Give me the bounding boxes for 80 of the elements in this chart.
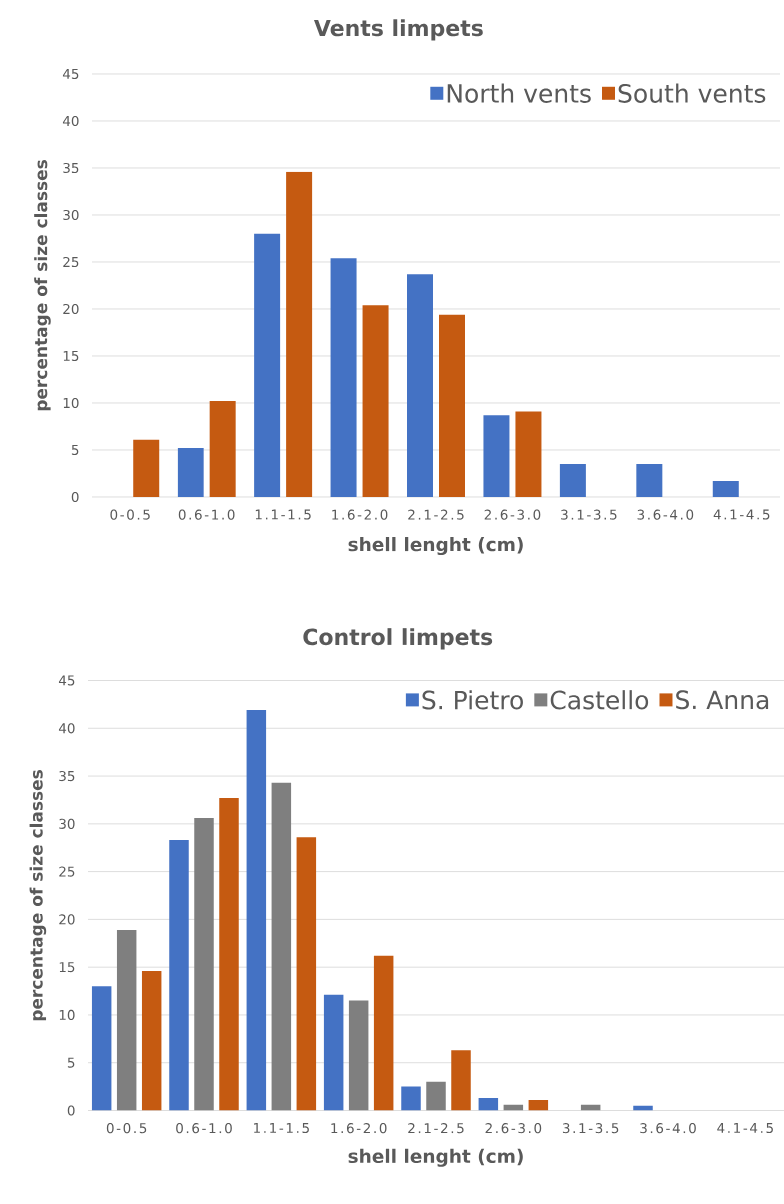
bar [636, 464, 663, 497]
bar [401, 1086, 421, 1111]
x-tick-label: 0-0.5 [110, 509, 150, 520]
bar [362, 305, 389, 497]
bar [296, 837, 317, 1111]
legend-label: South vents [618, 83, 766, 103]
x-tick-label: 0.6-1.0 [176, 1123, 232, 1134]
bar [407, 274, 433, 497]
x-tick-label: 3.1-3.5 [561, 509, 617, 520]
y-tick-label: 0 [67, 1105, 75, 1116]
x-tick-label: 2.6-3.0 [485, 1123, 542, 1134]
bar [323, 994, 344, 1111]
y-tick-label: 0 [71, 491, 79, 503]
y-tick-label: 20 [59, 914, 75, 925]
x-tick-label: 3.1-3.5 [562, 1123, 619, 1134]
x-tick-label: 2.6-3.0 [484, 509, 541, 520]
x-tick-label: 2.1-2.5 [408, 509, 464, 520]
y-tick-label: 15 [59, 962, 75, 973]
bar [478, 1098, 499, 1111]
legend-label: S. Anna [676, 690, 769, 710]
y-tick-label: 40 [62, 115, 79, 127]
bar [559, 464, 586, 497]
x-tick-label: 3.6-4.0 [640, 1123, 696, 1134]
x-tick-label: 0.6-1.0 [178, 509, 235, 520]
y-tick-label: 40 [58, 723, 75, 734]
bar [169, 840, 189, 1111]
chart-title: Vents limpets [313, 19, 483, 41]
bar [141, 970, 162, 1111]
bar [483, 415, 510, 497]
y-tick-label: 25 [59, 866, 75, 877]
bar [426, 1081, 446, 1111]
y-tick-label: 35 [63, 162, 79, 174]
bar [91, 986, 112, 1111]
x-tick-label: 4.1-4.5 [717, 1123, 773, 1134]
y-tick-label: 5 [67, 1057, 75, 1068]
legend-label: S. Pietro [422, 690, 523, 710]
y-tick-label: 45 [58, 675, 75, 686]
x-axis-title: shell lenght (cm) [348, 537, 523, 556]
x-tick-label: 0-0.5 [106, 1123, 147, 1134]
x-tick-label: 1.6-2.0 [331, 1123, 387, 1134]
x-tick-label: 2.1-2.5 [408, 1123, 464, 1134]
bar [528, 1099, 549, 1111]
x-tick-label: 3.6-4.0 [637, 509, 694, 520]
y-tick-label: 20 [63, 303, 79, 315]
legend-label: Castello [550, 690, 649, 710]
y-tick-label: 45 [62, 68, 79, 79]
legend-label: North vents [447, 83, 591, 103]
y-tick-label: 5 [71, 444, 79, 455]
bar [286, 171, 313, 497]
bar [133, 439, 160, 497]
y-tick-label: 15 [63, 350, 79, 361]
y-axis-title: percentage of size classes [34, 160, 51, 411]
bar [271, 782, 292, 1111]
y-tick-label: 25 [63, 256, 79, 268]
bar [373, 955, 394, 1111]
y-tick-label: 35 [59, 770, 75, 782]
bar [194, 818, 214, 1111]
bar [330, 258, 357, 497]
y-tick-label: 10 [59, 1009, 75, 1021]
bar [439, 314, 465, 497]
x-tick-label: 1.1-1.5 [254, 1123, 309, 1134]
bar [177, 448, 204, 497]
y-tick-label: 30 [59, 818, 75, 829]
x-tick-label: 1.1-1.5 [255, 509, 311, 520]
x-axis-title: shell lenght (cm) [348, 1148, 523, 1167]
bar [254, 233, 281, 497]
bar [451, 1050, 471, 1111]
bar [348, 1000, 369, 1111]
y-tick-label: 10 [63, 397, 79, 409]
chart-title: Control limpets [303, 628, 493, 650]
x-tick-label: 4.1-4.5 [713, 509, 770, 520]
y-axis-title: percentage of size classes [29, 770, 47, 1021]
bar [116, 929, 137, 1111]
bar [515, 411, 542, 497]
y-tick-label: 30 [63, 209, 79, 221]
bar [246, 710, 267, 1111]
x-tick-label: 1.6-2.0 [332, 509, 388, 520]
bar [219, 798, 239, 1111]
bar [209, 401, 236, 497]
bar [712, 481, 739, 497]
